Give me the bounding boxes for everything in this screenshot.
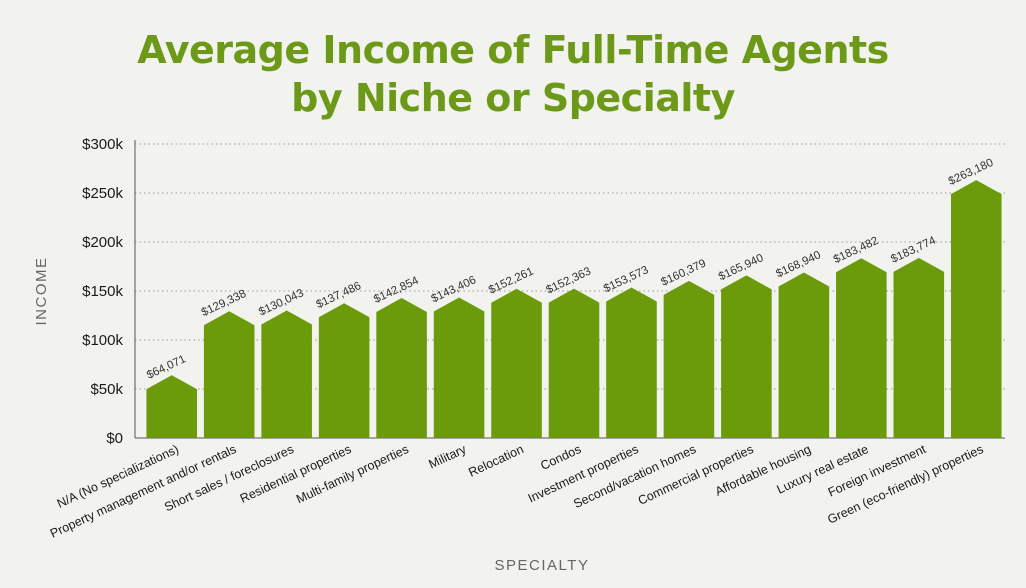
bar — [721, 275, 772, 438]
bar — [836, 258, 887, 438]
bar — [606, 287, 657, 438]
bar — [950, 180, 1002, 438]
chart-title-line-1: Average Income of Full-Time Agents — [137, 28, 889, 72]
y-tick-label: $250k — [82, 185, 123, 202]
bar — [376, 298, 427, 438]
x-tick-label: Affordable housing — [713, 442, 813, 499]
bar — [663, 280, 715, 438]
bar — [893, 257, 945, 438]
y-tick-label: $100k — [82, 332, 123, 349]
bar — [491, 288, 542, 438]
y-tick-label: $0 — [106, 430, 123, 447]
x-tick-label: Relocation — [466, 442, 525, 480]
bar — [548, 288, 600, 438]
bar — [778, 272, 830, 438]
y-tick-label: $300k — [82, 136, 123, 153]
chart-title-line-2: by Niche or Specialty — [291, 76, 735, 120]
bar — [146, 375, 198, 438]
x-tick-label: Multi-family properties — [294, 442, 411, 506]
bar — [203, 311, 255, 438]
y-tick-label: $200k — [82, 234, 123, 251]
bar — [318, 303, 370, 438]
x-axis-title: SPECIALTY — [495, 557, 590, 574]
bar — [433, 297, 485, 438]
y-tick-label: $50k — [90, 381, 123, 398]
x-tick-label: Military — [427, 442, 469, 472]
bar-value-label: $64,071 — [145, 353, 188, 381]
y-tick-label: $150k — [82, 283, 123, 300]
bar — [261, 310, 312, 438]
y-axis-title: INCOME — [33, 257, 50, 326]
